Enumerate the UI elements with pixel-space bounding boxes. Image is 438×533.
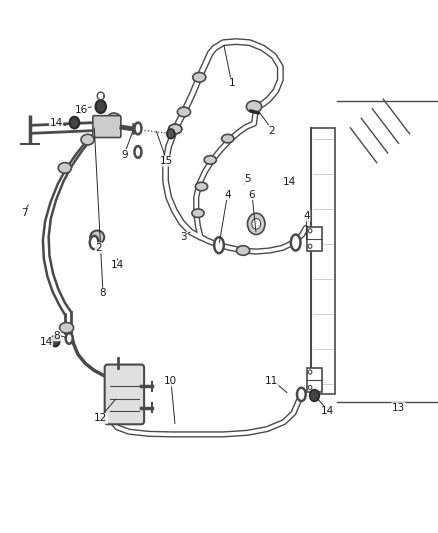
Circle shape: [70, 117, 79, 128]
Bar: [307, 227, 322, 251]
Ellipse shape: [134, 146, 141, 158]
Circle shape: [310, 390, 319, 401]
Text: 4: 4: [303, 211, 310, 221]
Text: 4: 4: [224, 190, 231, 199]
Ellipse shape: [58, 163, 71, 173]
Circle shape: [308, 370, 312, 374]
Ellipse shape: [214, 237, 224, 253]
Circle shape: [51, 336, 60, 346]
Ellipse shape: [222, 134, 234, 143]
Ellipse shape: [90, 230, 104, 244]
Circle shape: [95, 100, 106, 113]
Ellipse shape: [107, 113, 120, 124]
Circle shape: [247, 213, 265, 235]
Ellipse shape: [193, 72, 206, 82]
Ellipse shape: [60, 322, 74, 333]
Text: 7: 7: [21, 208, 28, 218]
Ellipse shape: [134, 123, 141, 134]
Ellipse shape: [90, 236, 99, 249]
Ellipse shape: [297, 388, 306, 401]
FancyBboxPatch shape: [105, 365, 144, 424]
Text: 2: 2: [95, 243, 102, 253]
Ellipse shape: [81, 134, 94, 145]
Circle shape: [167, 129, 175, 139]
Text: 15: 15: [160, 156, 173, 166]
Ellipse shape: [237, 246, 250, 255]
Ellipse shape: [204, 156, 216, 164]
Text: 14: 14: [39, 337, 53, 347]
Text: 14: 14: [111, 261, 124, 270]
Text: 10: 10: [164, 376, 177, 386]
Text: 3: 3: [180, 232, 187, 242]
Ellipse shape: [66, 333, 73, 344]
Text: 9: 9: [121, 150, 128, 159]
Text: 5: 5: [244, 174, 251, 183]
Text: 14: 14: [283, 177, 296, 187]
Text: 2: 2: [268, 126, 275, 135]
Ellipse shape: [192, 209, 204, 217]
Text: 16: 16: [74, 106, 88, 115]
Bar: [311, 128, 335, 394]
FancyBboxPatch shape: [93, 116, 121, 138]
Ellipse shape: [195, 182, 208, 191]
Bar: [307, 368, 322, 392]
Ellipse shape: [169, 124, 182, 134]
Text: 8: 8: [99, 288, 106, 298]
Text: 14: 14: [321, 407, 334, 416]
Ellipse shape: [177, 107, 191, 117]
Text: 12: 12: [94, 414, 107, 423]
Circle shape: [308, 385, 312, 390]
Text: 13: 13: [392, 403, 405, 413]
Circle shape: [308, 244, 312, 248]
Text: 6: 6: [248, 190, 255, 199]
Text: 14: 14: [49, 118, 63, 127]
Text: 1: 1: [229, 78, 236, 87]
Circle shape: [252, 219, 261, 229]
Ellipse shape: [291, 235, 300, 251]
Ellipse shape: [169, 124, 182, 134]
Text: 11: 11: [265, 376, 278, 386]
Circle shape: [308, 229, 312, 233]
Ellipse shape: [246, 101, 261, 112]
Text: 8: 8: [53, 331, 60, 341]
